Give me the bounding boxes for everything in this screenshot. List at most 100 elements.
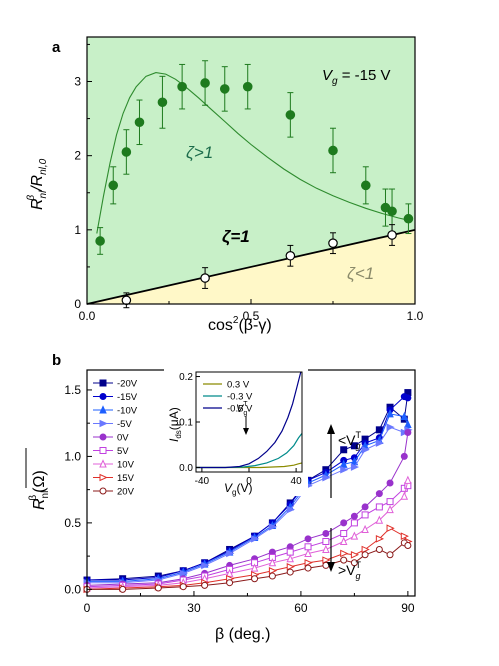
data-point-open [285, 250, 296, 261]
series-point [304, 548, 312, 557]
series-point [350, 559, 358, 567]
data-point-filled [108, 180, 119, 191]
series-point [226, 579, 234, 587]
vg-annotation: Vg = -15 V [322, 67, 391, 87]
legend-marker [99, 487, 107, 495]
data-point-filled [200, 78, 210, 88]
data-point-filled [121, 147, 132, 157]
series-point [361, 445, 370, 454]
series-point [201, 581, 209, 589]
series-point [404, 419, 412, 429]
series-point [179, 583, 187, 591]
y-tick-label: 0 [74, 297, 81, 311]
legend-label: 0V [117, 433, 129, 444]
y-tick-label: 1.5 [64, 383, 81, 397]
series-point [361, 524, 369, 534]
inset-legend-entry: -0.3 V [203, 392, 253, 403]
series-point [361, 511, 369, 519]
inset-legend-entry: 0.3 V [203, 380, 250, 391]
legend-label: 5V [117, 446, 129, 457]
series-point [201, 561, 210, 570]
series-point [350, 551, 360, 559]
legend-entry: -5V [93, 419, 132, 430]
legend-marker [99, 419, 108, 428]
x-tick-label: 30 [187, 601, 201, 615]
x-tick-label: 0.0 [79, 309, 96, 323]
series-point [286, 562, 295, 571]
series-point [404, 394, 412, 402]
legend-label: 15V [117, 473, 135, 484]
series-point [404, 541, 412, 549]
legend-label: -20V [117, 379, 138, 390]
series-point [386, 551, 394, 559]
series-point [350, 531, 359, 540]
inset-x-tick-label: 40 [291, 476, 303, 487]
series-point [340, 519, 348, 527]
series-line [86, 480, 409, 589]
series-point [386, 409, 394, 418]
inset-legend-label: -0.3 V [227, 392, 253, 403]
series-point [339, 459, 348, 468]
series-point [268, 558, 277, 567]
inset-threshold-label: VgT [236, 401, 248, 417]
panel-b: b 0 30 60 90 0.0 0.5 1.0 1.5 -20V -15V -10V -5V 0V 5… [25, 352, 416, 643]
legend-marker [99, 379, 107, 387]
series-point [375, 439, 385, 447]
legend-entry: -10V [93, 405, 138, 417]
series-point [400, 411, 409, 421]
inset-y-axis-title: Ids(μA) [167, 407, 183, 442]
legend-label: 10V [117, 460, 135, 471]
legend-entry: -20V [93, 379, 138, 390]
series-point [361, 551, 369, 559]
legend-entry: 15V [93, 473, 135, 484]
series-point [340, 530, 348, 538]
series-point [400, 452, 408, 460]
series-point [400, 532, 409, 540]
series-point [119, 585, 127, 593]
data-point-filled [387, 206, 397, 217]
series-point [386, 524, 395, 532]
series-point [350, 442, 358, 450]
legend-marker [99, 393, 107, 400]
series-point [251, 575, 259, 583]
inset-legend-label: 0.3 V [227, 380, 250, 391]
data-point-filled [134, 117, 145, 128]
series-point [375, 545, 383, 553]
inset-x-axis-title: Vg(V) [224, 481, 252, 497]
inset-threshold-arrow [243, 416, 249, 435]
plot-b-y-axis-title: Rnlβ(Ω) [28, 470, 51, 510]
zeta-lt-label: ζ<1 [347, 264, 374, 283]
inset-transfer-curve: -40 0 400.00.10.2 0.3 V-0.3 V-0.5 V Vg(V) … [164, 368, 308, 497]
series-point [268, 572, 276, 580]
data-point-filled [219, 84, 230, 94]
below-threshold-label: <VgT [338, 430, 362, 451]
data-point-filled [177, 81, 187, 92]
series-point [375, 490, 383, 498]
panel-a-letter: a [52, 39, 61, 56]
series-point [339, 536, 348, 545]
legend-marker [99, 447, 107, 454]
series-point [340, 465, 349, 474]
series-point [286, 554, 294, 563]
data-point-open [200, 273, 210, 283]
series-point [322, 544, 330, 553]
zeta-1-line [86, 228, 416, 305]
series-point [268, 566, 278, 575]
data-point-open [328, 238, 338, 248]
plot-b-x-axis-title: β (deg.) [215, 626, 270, 643]
legend-marker [99, 473, 108, 482]
data-point-filled [360, 180, 371, 191]
data-point-filled [95, 236, 105, 246]
y-tick-label: 1.0 [64, 449, 81, 463]
inset-legend: 0.3 V-0.3 V-0.5 V [203, 380, 253, 415]
series-point [386, 498, 394, 506]
series-point [340, 556, 348, 564]
fit-curve-layer [96, 72, 409, 234]
plot-b-ticks: 0 30 60 90 0.0 0.5 1.0 1.5 [64, 383, 415, 615]
series-20V [83, 539, 412, 593]
series-point [179, 569, 188, 578]
inset-x-tick-label: -40 [195, 476, 210, 487]
y-tick-label: 3 [74, 75, 81, 89]
plot-a-y-axis-title: Rnlβ/Rnl,0 [26, 158, 49, 210]
series-point [340, 549, 349, 558]
